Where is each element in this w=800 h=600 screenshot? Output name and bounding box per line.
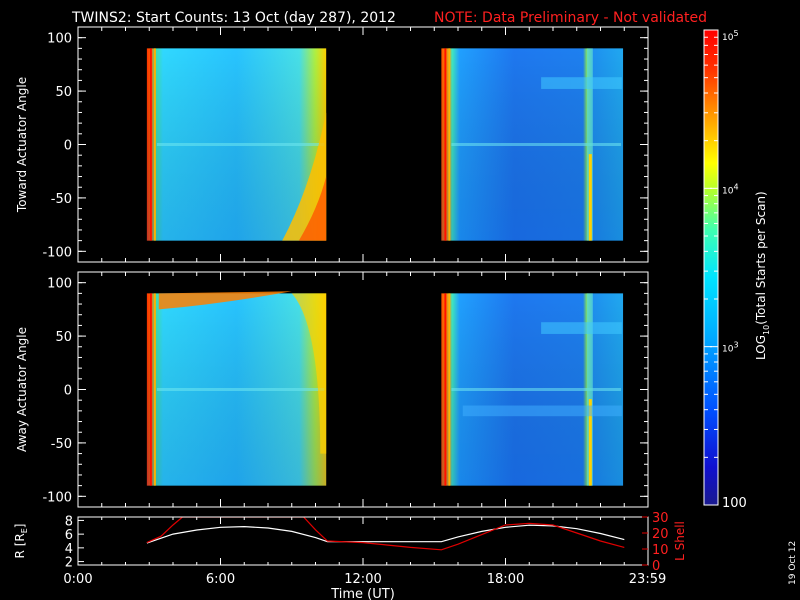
l-shell-tick-label: 30 [652,511,669,526]
y-tick-label: 50 [55,85,72,100]
heatmap-band [462,405,622,417]
heatmap-hot-region [158,291,292,310]
heatmap-edge-stripe [153,48,156,241]
x-tick-label: 6:00 [206,572,235,587]
y-tick-label: -50 [51,192,72,207]
r-tick-label: 8 [65,514,73,529]
y-tick-label: -100 [42,245,72,260]
y-tick-label: 100 [47,32,72,47]
y-tick-label: 50 [55,330,72,345]
r-axis-label: R [RE] [13,524,29,559]
x-tick-label: 18:00 [487,572,524,587]
l-shell-tick-label: 0 [652,559,660,574]
y-axis-label: Toward Actuator Angle [15,77,29,213]
heatmap-edge-stripe [444,293,447,486]
away-angle-panel: 100 50 0 -50 -100 Away Actuator Angle [15,271,649,508]
colorbar-tick-label: 103 [722,341,739,355]
heatmap-spike-core [588,154,592,241]
orbit-panel-frame [77,516,649,566]
toward-angle-panel: 100 50 0 -50 -100 Toward Actuator Angle [15,26,649,263]
l-shell-axis-label: L Shell [673,521,687,561]
r-tick-label: 2 [65,556,73,571]
y-tick-label: 100 [47,277,72,292]
heatmap-spike [586,48,593,241]
colorbar-scale [703,29,719,506]
heatmap-hot-core [298,176,327,241]
heatmap-edge-stripe [448,293,451,486]
heatmap-edge-stripe [153,293,156,486]
heatmap-zero-band [451,388,622,391]
y-axis-label: Away Actuator Angle [15,327,29,452]
heatmap-edge-stripe [444,48,447,241]
heatmap-zero-band [156,143,325,146]
x-tick-label: 12:00 [344,572,381,587]
r-tick-label: 4 [65,542,73,557]
heatmap-edge-stripe [149,293,152,486]
heatmap-band [541,77,622,89]
y-tick-label: -50 [51,437,72,452]
colorbar-tick-label: 100 [722,496,747,511]
y-tick-label: 0 [64,384,72,399]
date-stamp: 19 Oct 12 [788,541,798,585]
heatmap-edge-stripe [149,48,152,241]
l-shell-line [146,517,625,551]
y-tick-label: -100 [42,490,72,505]
l-shell-tick-label: 20 [652,527,669,542]
heatmap-zero-band [156,388,325,391]
r-tick-label: 6 [65,528,73,543]
x-axis-label: Time (UT) [330,587,395,600]
colorbar-tick-label: 105 [722,29,739,43]
y-tick-label: 0 [64,139,72,154]
heatmap-spike-core [588,399,592,486]
x-tick-label: 23:59 [629,572,666,587]
heatmap-edge-stripe [448,48,451,241]
heatmap-spike [586,293,593,486]
l-shell-tick-label: 10 [652,543,669,558]
figure-title: TWINS2: Start Counts: 13 Oct (day 287), … [71,10,396,26]
x-tick-label: 0:00 [63,572,92,587]
preliminary-note: NOTE: Data Preliminary - Not validated [434,10,707,26]
colorbar-tick-label: 104 [722,182,739,196]
colorbar: 105 104 103 100 LOG10(Total Starts per Scan… [703,29,771,511]
heatmap-hot-core [291,293,327,454]
colorbar-label: LOG10(Total Starts per Scan) [754,191,771,360]
r-distance-line [146,524,625,544]
heatmap-zero-band [451,143,622,146]
heatmap-band [541,322,622,334]
